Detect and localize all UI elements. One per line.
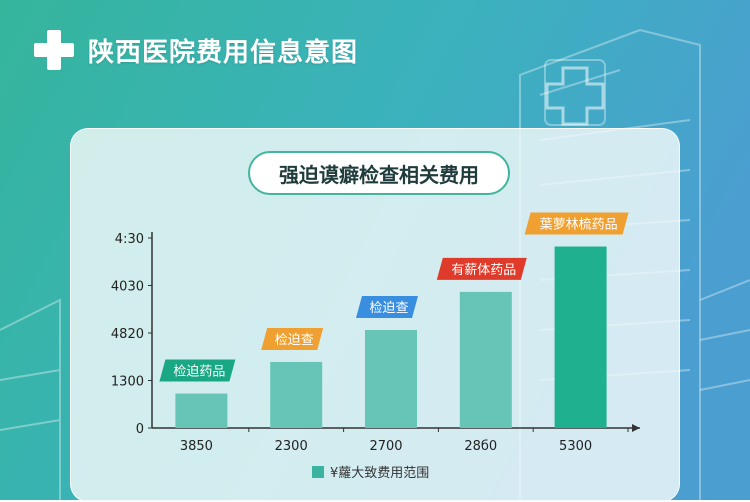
x-axis-arrow xyxy=(632,424,640,432)
bar-data-label: 检迫查 xyxy=(369,301,408,316)
bar-label-banner xyxy=(436,257,527,280)
x-tick-label: 28б0 xyxy=(464,439,497,454)
legend-swatch xyxy=(312,465,324,478)
bar xyxy=(175,393,228,428)
x-tick-label: 5300 xyxy=(559,439,592,454)
bar xyxy=(459,291,512,428)
y-tick-label: 0 xyxy=(136,422,144,437)
bar xyxy=(270,361,323,428)
medical-cross-icon xyxy=(34,30,74,70)
y-tick-label: 4:30 xyxy=(115,232,144,247)
x-tick-label: 2700 xyxy=(369,439,402,454)
legend-label: ¥蘿大致费用范围 xyxy=(330,466,430,481)
bar-data-label: 检迫查 xyxy=(275,333,314,348)
bar-label-banner xyxy=(524,212,629,235)
chart-legend: ¥蘿大致费用范围 xyxy=(312,462,429,481)
bar-data-label: 有薪体药品 xyxy=(451,263,516,278)
chart-title: 强迫谟癖检查相关费用 xyxy=(248,151,510,195)
page-title: 陕西医院费用信息意图 xyxy=(88,37,359,68)
bar-data-label: 检迫药品 xyxy=(173,365,225,380)
bar-data-label: 葉萝林梳药品 xyxy=(540,218,618,233)
y-tick-label: 1300 xyxy=(111,375,144,390)
x-tick-label: 2300 xyxy=(275,439,308,454)
bar xyxy=(365,330,417,428)
page-header: 陕西医院费用信息意图 xyxy=(34,30,358,70)
y-tick-label: 4030 xyxy=(111,280,144,295)
y-tick-label: 4820 xyxy=(111,327,144,342)
bar-label-banner xyxy=(159,359,236,382)
x-tick-label: 3850 xyxy=(180,439,213,454)
bar-label-banner xyxy=(261,327,324,350)
bar-label-banner xyxy=(356,296,418,318)
bar xyxy=(554,246,607,428)
